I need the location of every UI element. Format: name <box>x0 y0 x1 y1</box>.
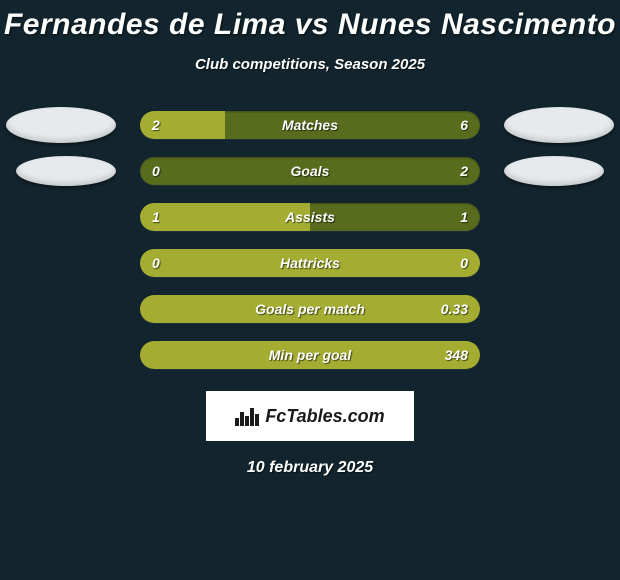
logo-box[interactable]: FcTables.com <box>206 391 414 441</box>
bar-chart-icon <box>235 406 259 426</box>
stat-row: 0 Goals 2 <box>0 157 620 185</box>
stat-label: Matches <box>282 117 338 133</box>
stat-label: Assists <box>285 209 335 225</box>
stat-bar: Min per goal 348 <box>140 341 480 369</box>
page-title: Fernandes de Lima vs Nunes Nascimento <box>0 8 620 42</box>
stat-label: Goals <box>291 163 330 179</box>
stat-row: 1 Assists 1 <box>0 203 620 231</box>
stat-row: Goals per match 0.33 <box>0 295 620 323</box>
stat-value-right: 0.33 <box>441 301 468 317</box>
page-subtitle: Club competitions, Season 2025 <box>0 56 620 73</box>
comparison-card: Fernandes de Lima vs Nunes Nascimento Cl… <box>0 0 620 477</box>
stat-value-left: 1 <box>152 209 160 225</box>
stat-value-right: 2 <box>460 163 468 179</box>
stat-value-right: 1 <box>460 209 468 225</box>
stat-bar: 1 Assists 1 <box>140 203 480 231</box>
stat-value-left: 2 <box>152 117 160 133</box>
stat-bar: 2 Matches 6 <box>140 111 480 139</box>
stat-value-right: 6 <box>460 117 468 133</box>
player-avatar-left <box>16 156 116 186</box>
stat-label: Hattricks <box>280 255 340 271</box>
date-text: 10 february 2025 <box>0 459 620 477</box>
stat-bar: 0 Goals 2 <box>140 157 480 185</box>
stats-area: 2 Matches 6 0 Goals 2 1 Assists 1 0 Hattricks 0 Goal… <box>0 111 620 369</box>
player-avatar-left <box>6 107 116 143</box>
stat-label: Min per goal <box>269 347 351 363</box>
player-avatar-right <box>504 156 604 186</box>
stat-row: 2 Matches 6 <box>0 111 620 139</box>
stat-row: 0 Hattricks 0 <box>0 249 620 277</box>
stat-row: Min per goal 348 <box>0 341 620 369</box>
player-avatar-right <box>504 107 614 143</box>
logo-text: FcTables.com <box>265 406 384 427</box>
stat-value-left: 0 <box>152 255 160 271</box>
stat-bar: 0 Hattricks 0 <box>140 249 480 277</box>
stat-value-left: 0 <box>152 163 160 179</box>
stat-value-right: 348 <box>445 347 468 363</box>
stat-bar: Goals per match 0.33 <box>140 295 480 323</box>
stat-value-right: 0 <box>460 255 468 271</box>
stat-label: Goals per match <box>255 301 365 317</box>
